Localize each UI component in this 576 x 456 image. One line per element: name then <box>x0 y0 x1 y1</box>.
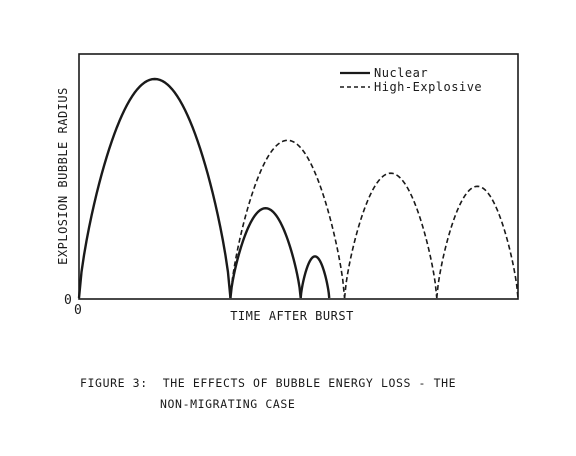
series-high-explosive-pulse-3 <box>435 185 519 299</box>
y-axis-label: EXPLOSION BUBBLE RADIUS <box>56 87 70 265</box>
figure-caption-line-2: NON-MIGRATING CASE <box>160 397 296 411</box>
x-axis-label: TIME AFTER BURST <box>230 309 354 323</box>
figure-caption-line-1: FIGURE 3: THE EFFECTS OF BUBBLE ENERGY L… <box>80 376 457 390</box>
series-high-explosive-pulse-2 <box>343 172 438 299</box>
legend-label-high-explosive: High-Explosive <box>374 80 482 94</box>
x-tick-label-zero: 0 <box>74 303 82 318</box>
y-tick-label-zero: 0 <box>64 293 72 308</box>
series-nuclear-pulse-2 <box>229 207 302 299</box>
legend-label-nuclear: Nuclear <box>374 66 428 80</box>
plot-frame <box>78 53 519 300</box>
legend: Nuclear High-Explosive <box>340 66 482 94</box>
series-nuclear-pulse-1 <box>77 77 232 299</box>
series-layer <box>77 77 519 299</box>
series-nuclear-pulse-3 <box>299 255 331 299</box>
series-high-explosive-pulse-1 <box>229 139 346 299</box>
